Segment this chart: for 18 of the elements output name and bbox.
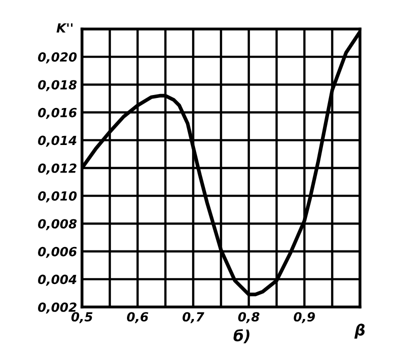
y-tick-label: 0,004	[38, 274, 76, 286]
y-tick-label: 0,018	[38, 80, 77, 92]
y-axis-title: K''	[56, 23, 72, 32]
x-tick-label: 0,8	[238, 312, 260, 324]
x-tick-label: 0,7	[182, 312, 204, 324]
x-tick-label: 0,9	[294, 312, 315, 324]
x-tick-label: 0,6	[126, 312, 148, 324]
text: б)	[234, 329, 250, 344]
y-tick-label: 0,014	[38, 136, 76, 147]
x-tick-label: 0,5	[71, 312, 92, 324]
y-tick-label: 0,006	[38, 246, 77, 258]
y-tick-label: 0,012	[38, 163, 76, 175]
y-tick-label: 0,016	[38, 108, 77, 119]
x-axis-title: β	[354, 324, 365, 339]
y-tick-label: 0,010	[38, 191, 77, 202]
y-tick-label: 0,002	[38, 302, 76, 314]
y-tick-label: 0,008	[38, 219, 77, 230]
y-tick-label: 0,020	[38, 52, 77, 64]
